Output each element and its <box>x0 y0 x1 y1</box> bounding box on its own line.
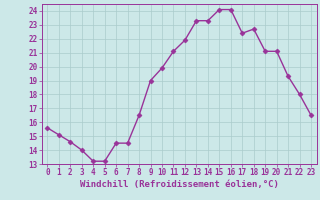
X-axis label: Windchill (Refroidissement éolien,°C): Windchill (Refroidissement éolien,°C) <box>80 180 279 189</box>
